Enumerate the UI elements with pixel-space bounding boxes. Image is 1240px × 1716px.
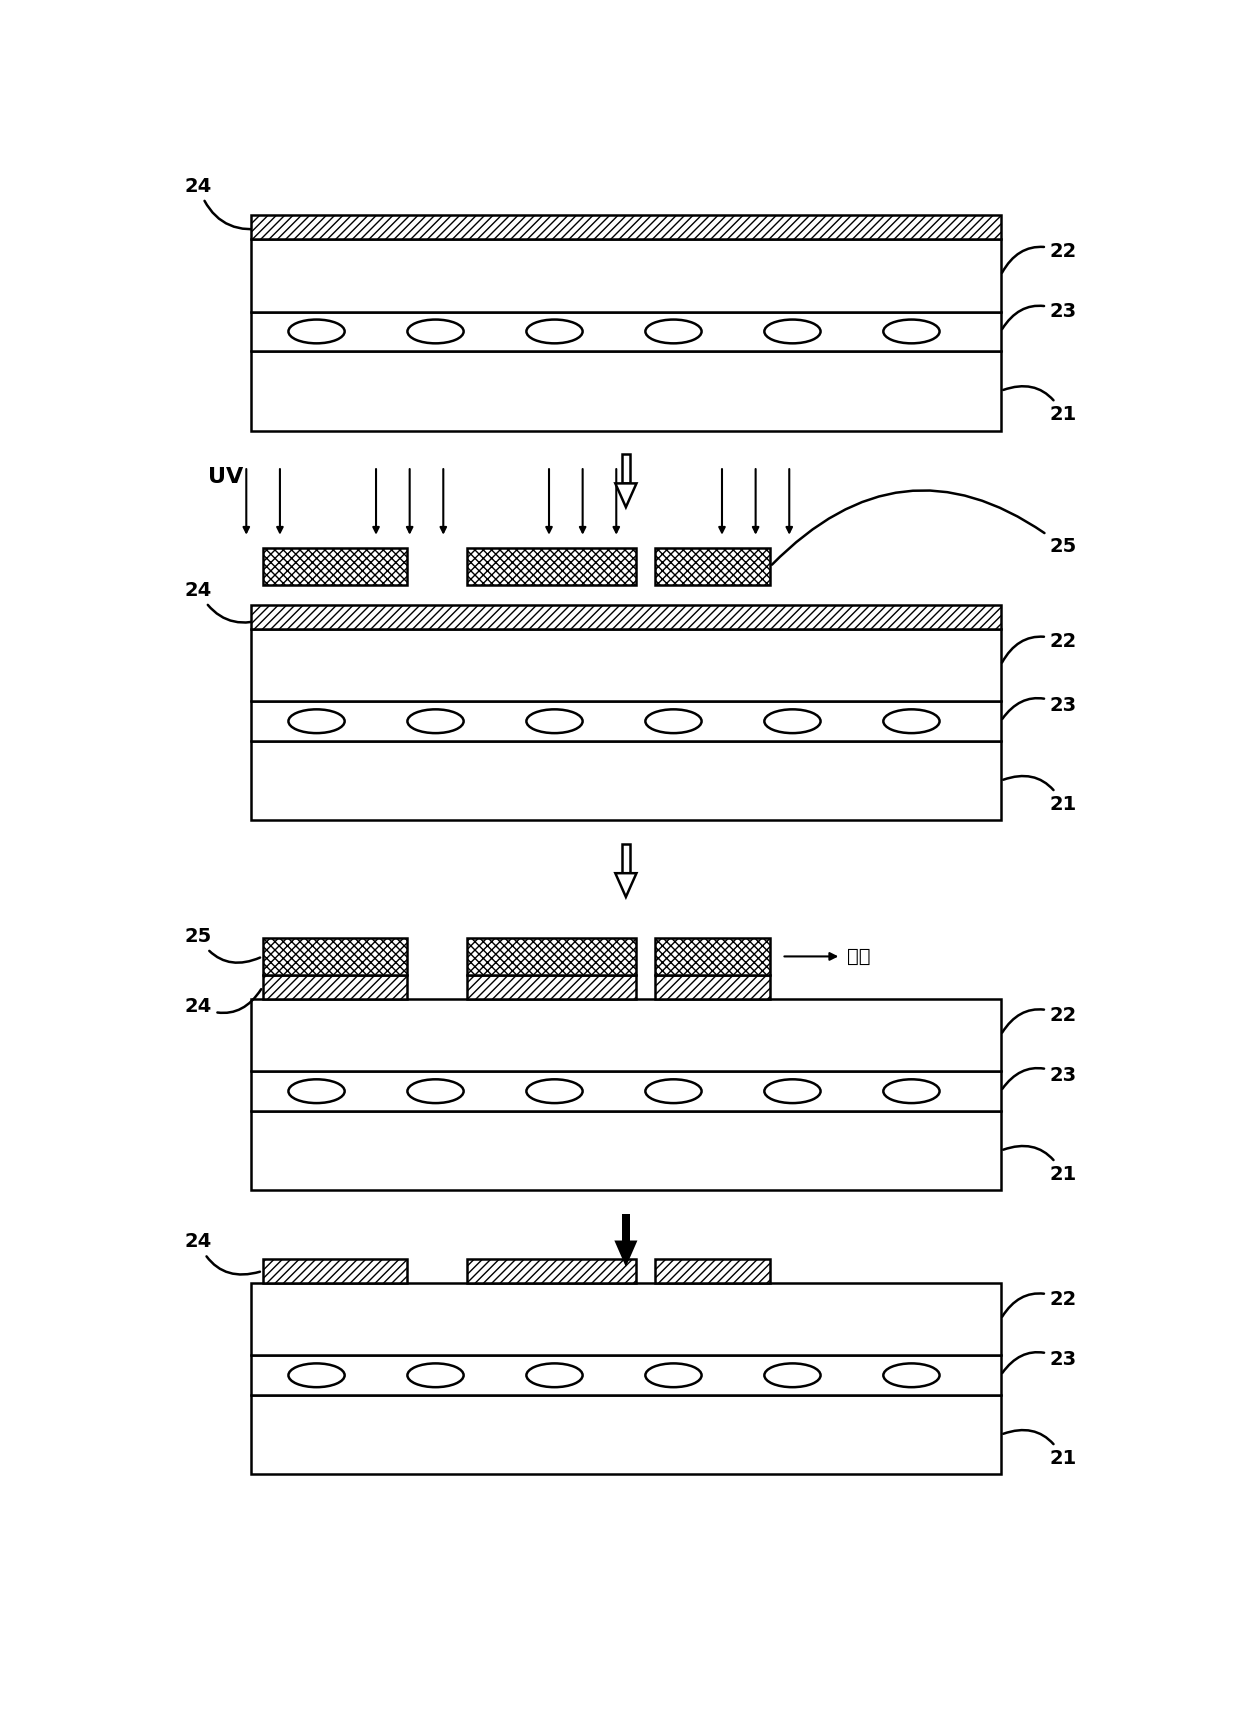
Text: 移走: 移走 [847, 947, 870, 966]
Text: 23: 23 [1002, 1350, 1076, 1373]
Text: 23: 23 [1002, 697, 1076, 719]
Ellipse shape [408, 1079, 464, 1103]
Ellipse shape [883, 1364, 940, 1387]
Bar [250, 312, 1001, 352]
Ellipse shape [764, 319, 821, 343]
Text: 24: 24 [185, 582, 268, 623]
Ellipse shape [645, 1079, 702, 1103]
Text: 22: 22 [1002, 1290, 1076, 1316]
Ellipse shape [289, 319, 345, 343]
Ellipse shape [764, 1079, 821, 1103]
Ellipse shape [764, 709, 821, 733]
Text: 24: 24 [185, 177, 268, 230]
Bar [250, 352, 1001, 431]
Bar [250, 239, 1001, 312]
Text: UV: UV [208, 467, 243, 487]
Ellipse shape [764, 1364, 821, 1387]
Text: 25: 25 [773, 491, 1076, 565]
Ellipse shape [883, 319, 940, 343]
Text: 23: 23 [1002, 1066, 1076, 1090]
Text: 24: 24 [185, 1232, 260, 1275]
Bar [622, 1215, 630, 1241]
Text: 22: 22 [1002, 242, 1076, 273]
Text: 21: 21 [1003, 1429, 1076, 1467]
Ellipse shape [527, 319, 583, 343]
Ellipse shape [883, 1079, 940, 1103]
Bar [250, 1071, 1001, 1110]
Ellipse shape [883, 709, 940, 733]
Text: 22: 22 [1002, 631, 1076, 662]
Ellipse shape [289, 1079, 345, 1103]
Text: 24: 24 [185, 988, 262, 1016]
Ellipse shape [289, 709, 345, 733]
Polygon shape [615, 873, 636, 897]
Polygon shape [614, 1241, 637, 1266]
Ellipse shape [527, 709, 583, 733]
Bar [250, 1395, 1001, 1474]
Bar [250, 1356, 1001, 1395]
Text: 23: 23 [1002, 302, 1076, 329]
Bar [467, 1260, 635, 1284]
Bar [263, 547, 407, 585]
Ellipse shape [645, 709, 702, 733]
Bar [622, 455, 630, 484]
Bar [655, 547, 770, 585]
Bar [263, 939, 407, 975]
Ellipse shape [408, 1364, 464, 1387]
Bar [622, 844, 630, 873]
Ellipse shape [408, 709, 464, 733]
Bar [467, 975, 635, 999]
Text: 25: 25 [185, 927, 260, 963]
Bar [250, 1284, 1001, 1356]
Bar [250, 1110, 1001, 1191]
Bar [250, 702, 1001, 741]
Bar [655, 939, 770, 975]
Bar [263, 975, 407, 999]
Text: 21: 21 [1003, 1146, 1076, 1184]
Ellipse shape [527, 1079, 583, 1103]
Bar [250, 628, 1001, 702]
Bar [655, 975, 770, 999]
Ellipse shape [527, 1364, 583, 1387]
Bar [263, 1260, 407, 1284]
Text: 21: 21 [1003, 776, 1076, 813]
Text: 22: 22 [1002, 1006, 1076, 1033]
Bar [655, 1260, 770, 1284]
Bar [250, 606, 1001, 628]
Ellipse shape [408, 319, 464, 343]
Text: 21: 21 [1003, 386, 1076, 424]
Ellipse shape [645, 319, 702, 343]
Bar [467, 939, 635, 975]
Bar [250, 214, 1001, 239]
Bar [467, 547, 635, 585]
Polygon shape [615, 484, 636, 508]
Bar [250, 999, 1001, 1071]
Ellipse shape [289, 1364, 345, 1387]
Ellipse shape [645, 1364, 702, 1387]
Bar [250, 741, 1001, 820]
